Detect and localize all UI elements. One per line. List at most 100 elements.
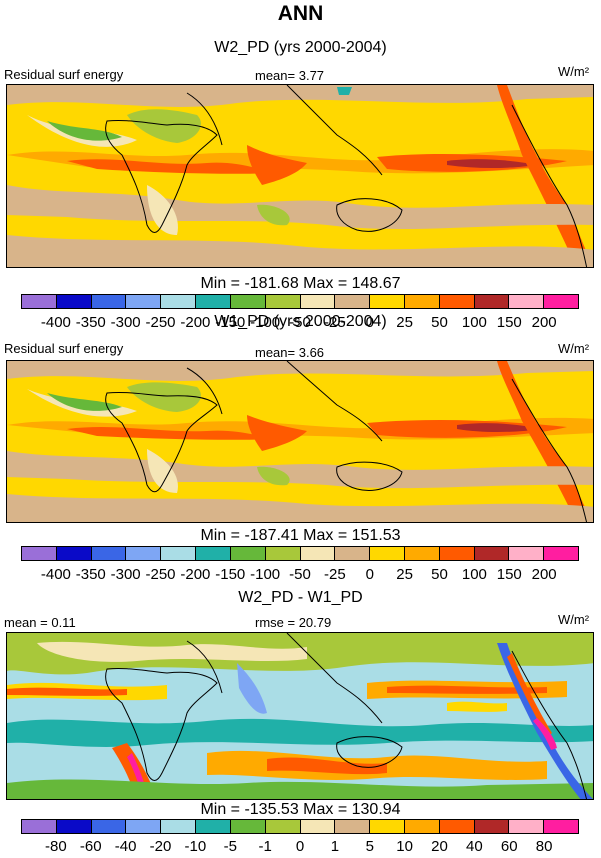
colorbar-cell xyxy=(474,820,510,833)
tick-label: -200 xyxy=(180,314,211,331)
colorbar-cell xyxy=(439,295,475,308)
panel2-units-label: W/m² xyxy=(558,341,590,356)
panel3-colorbar-ticks: -80 -60 -40 -20 -10 -5 -1 0 1 5 10 20 40… xyxy=(21,838,579,856)
colorbar-cell xyxy=(300,547,336,560)
colorbar-cell xyxy=(335,295,371,308)
colorbar-cell xyxy=(300,295,336,308)
colorbar-cell xyxy=(126,295,162,308)
tick-label: 150 xyxy=(496,566,522,583)
colorbar-cell xyxy=(91,820,127,833)
tick-label: 0 xyxy=(365,314,374,331)
colorbar-cell xyxy=(22,820,57,833)
tick-label: -5 xyxy=(223,838,237,855)
tick-label: 25 xyxy=(396,314,413,331)
colorbar-cell xyxy=(230,295,266,308)
colorbar-cell xyxy=(196,295,231,308)
panel1-units-label: W/m² xyxy=(558,64,590,79)
tick-label: -40 xyxy=(114,838,137,855)
colorbar-cell xyxy=(161,820,197,833)
tick-label: 150 xyxy=(496,314,522,331)
colorbar-cell xyxy=(265,547,301,560)
colorbar-cell xyxy=(544,820,578,833)
tick-label: -100 xyxy=(250,566,281,583)
panel1-map xyxy=(6,84,594,268)
colorbar-cell xyxy=(544,547,578,560)
colorbar-cell xyxy=(404,295,440,308)
colorbar-cell xyxy=(265,820,301,833)
panel1-subtitle: W2_PD (yrs 2000-2004) xyxy=(214,39,387,56)
tick-label: -400 xyxy=(40,314,71,331)
panel2-subtitle: W1_PD (yrs 2000-2004) xyxy=(214,313,387,330)
colorbar-cell xyxy=(335,820,371,833)
tick-label: 5 xyxy=(365,838,374,855)
tick-label: 60 xyxy=(500,838,518,855)
tick-label: 10 xyxy=(396,838,413,855)
tick-label: 200 xyxy=(531,566,557,583)
panel1-mean-label: mean= 3.77 xyxy=(255,68,325,83)
colorbar-cell xyxy=(22,547,57,560)
tick-label: 50 xyxy=(431,566,448,583)
tick-label: -350 xyxy=(75,314,106,331)
tick-label: 200 xyxy=(531,314,557,331)
tick-label: 0 xyxy=(295,838,305,855)
colorbar-cell xyxy=(509,820,545,833)
tick-label: -10 xyxy=(184,838,207,855)
colorbar-cell xyxy=(404,820,440,833)
colorbar-cell xyxy=(91,547,127,560)
colorbar-cell xyxy=(56,295,92,308)
tick-label: 80 xyxy=(535,838,553,855)
tick-label: -25 xyxy=(324,566,346,583)
tick-label: -150 xyxy=(215,566,246,583)
colorbar-cell xyxy=(544,295,578,308)
tick-label: 50 xyxy=(431,314,448,331)
colorbar-cell xyxy=(265,295,301,308)
colorbar-cell xyxy=(91,295,127,308)
colorbar-cell xyxy=(161,295,197,308)
colorbar-cell xyxy=(474,295,510,308)
tick-label: 20 xyxy=(431,838,448,855)
tick-label: 0 xyxy=(365,566,374,583)
panel1-minmax: Min = -181.68 Max = 148.67 xyxy=(200,275,401,292)
colorbar-cell xyxy=(335,547,371,560)
panel1-colorbar-ticks: -400 -350 -300 -250 -200 -150 -100 -50 -… xyxy=(21,314,579,332)
panel2-colorbar xyxy=(21,546,579,561)
tick-label: -300 xyxy=(110,566,141,583)
tick-label: 1 xyxy=(330,838,340,855)
panel2-minmax: Min = -187.41 Max = 151.53 xyxy=(200,527,401,544)
colorbar-cell xyxy=(161,547,197,560)
panel2-field-label: Residual surf energy xyxy=(4,341,124,356)
colorbar-cell xyxy=(439,820,475,833)
panel1-field-label: Residual surf energy xyxy=(4,67,124,82)
tick-label: -250 xyxy=(145,566,176,583)
panel3-units-label: W/m² xyxy=(558,612,590,627)
panel2-colorbar-ticks: -400 -350 -300 -250 -200 -150 -100 -50 -… xyxy=(21,566,579,584)
tick-label: -60 xyxy=(79,838,102,855)
tick-label: -200 xyxy=(180,566,211,583)
tick-label: -400 xyxy=(40,566,71,583)
colorbar-cell xyxy=(370,547,405,560)
colorbar-cell xyxy=(126,547,162,560)
tick-label: 100 xyxy=(461,314,487,331)
colorbar-cell xyxy=(474,547,510,560)
tick-label: -50 xyxy=(289,566,311,583)
tick-label: -250 xyxy=(145,314,176,331)
colorbar-cell xyxy=(509,295,545,308)
tick-label: -100 xyxy=(250,314,281,331)
tick-label: -150 xyxy=(215,314,246,331)
tick-label: 100 xyxy=(461,566,487,583)
colorbar-cell xyxy=(230,547,266,560)
colorbar-cell xyxy=(230,820,266,833)
colorbar-cell xyxy=(196,820,231,833)
colorbar-cell xyxy=(56,820,92,833)
colorbar-cell xyxy=(370,295,405,308)
figure-title: ANN xyxy=(277,2,324,25)
tick-label: -300 xyxy=(110,314,141,331)
tick-label: -1 xyxy=(258,838,272,855)
tick-label: -25 xyxy=(324,314,346,331)
panel1-colorbar xyxy=(21,294,579,309)
panel3-colorbar xyxy=(21,819,579,834)
panel3-map xyxy=(6,632,594,800)
panel3-subtitle: W2_PD - W1_PD xyxy=(238,589,363,606)
colorbar-cell xyxy=(196,547,231,560)
panel2-mean-label: mean= 3.66 xyxy=(255,345,325,360)
